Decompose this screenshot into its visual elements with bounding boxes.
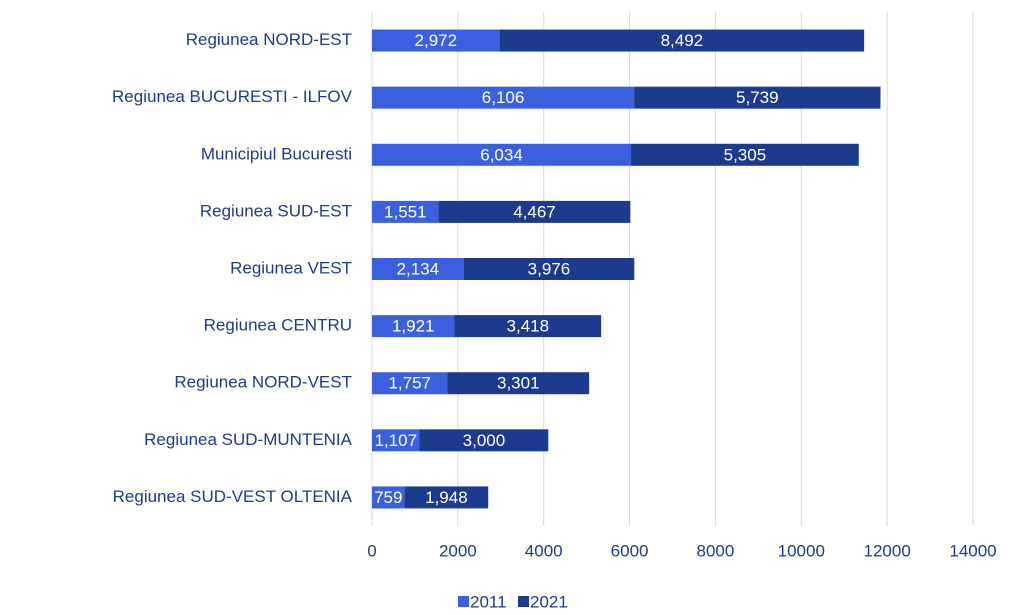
y-tick-label: Regiunea NORD-VEST bbox=[174, 373, 352, 392]
bar bbox=[438, 200, 631, 223]
legend-label: 2011 bbox=[470, 592, 507, 611]
bar bbox=[419, 429, 549, 452]
x-tick-label: 2000 bbox=[439, 541, 477, 560]
value-label: 3,418 bbox=[507, 317, 550, 336]
value-label: 4,467 bbox=[513, 202, 556, 221]
value-label: 8,492 bbox=[661, 31, 704, 50]
value-label: 6,106 bbox=[482, 88, 525, 107]
bar bbox=[372, 29, 500, 52]
value-label: 5,305 bbox=[724, 145, 767, 164]
value-label: 1,107 bbox=[374, 431, 417, 450]
value-label: 2,972 bbox=[415, 31, 458, 50]
value-label: 3,976 bbox=[528, 259, 571, 278]
legend-label: 2021 bbox=[530, 592, 568, 611]
bar bbox=[372, 315, 455, 338]
bar bbox=[372, 258, 464, 280]
value-label: 759 bbox=[374, 488, 402, 507]
bar bbox=[404, 486, 489, 509]
value-label: 1,921 bbox=[392, 317, 435, 336]
bar bbox=[447, 372, 590, 395]
value-label: 2,134 bbox=[397, 259, 440, 278]
bar bbox=[372, 372, 448, 395]
y-tick-label: Regiunea NORD-EST bbox=[186, 30, 352, 49]
x-tick-label: 10000 bbox=[778, 541, 825, 560]
x-tick-label: 12000 bbox=[864, 541, 911, 560]
bar bbox=[631, 143, 859, 166]
y-tick-label: Regiunea SUD-VEST OLTENIA bbox=[113, 487, 353, 506]
bar bbox=[499, 29, 865, 52]
x-tick-label: 6000 bbox=[611, 541, 649, 560]
bar bbox=[634, 86, 881, 109]
value-label: 3,000 bbox=[463, 431, 506, 450]
x-tick-label: 0 bbox=[367, 541, 376, 560]
x-tick-label: 14000 bbox=[949, 541, 996, 560]
y-tick-label: Regiunea SUD-EST bbox=[200, 201, 352, 220]
y-tick-label: Regiunea CENTRU bbox=[204, 316, 352, 335]
bar bbox=[372, 143, 632, 166]
value-label: 1,757 bbox=[388, 374, 431, 393]
value-label: 1,551 bbox=[384, 202, 427, 221]
bar bbox=[372, 486, 405, 509]
bar bbox=[372, 200, 439, 223]
bar bbox=[454, 315, 602, 338]
legend-swatch bbox=[458, 596, 469, 607]
bars: 2,972 8,492 6,106 5,739 6,034 5,305 1,551 4,467… bbox=[372, 29, 881, 509]
x-tick-label: 4000 bbox=[525, 541, 563, 560]
bar bbox=[463, 258, 635, 280]
value-label: 5,739 bbox=[736, 88, 779, 107]
value-label: 1,948 bbox=[425, 488, 468, 507]
value-label: 3,301 bbox=[497, 374, 540, 393]
y-tick-label: Regiunea VEST bbox=[230, 258, 352, 277]
bar bbox=[372, 429, 420, 452]
y-tick-label: Regiunea SUD-MUNTENIA bbox=[144, 430, 352, 449]
y-tick-label: Municipiul Bucuresti bbox=[201, 144, 352, 163]
y-tick-label: Regiunea BUCURESTI - ILFOV bbox=[112, 87, 353, 106]
bar bbox=[372, 86, 635, 109]
legend-swatch bbox=[518, 596, 529, 607]
value-label: 6,034 bbox=[480, 145, 523, 164]
x-tick-label: 8000 bbox=[697, 541, 735, 560]
